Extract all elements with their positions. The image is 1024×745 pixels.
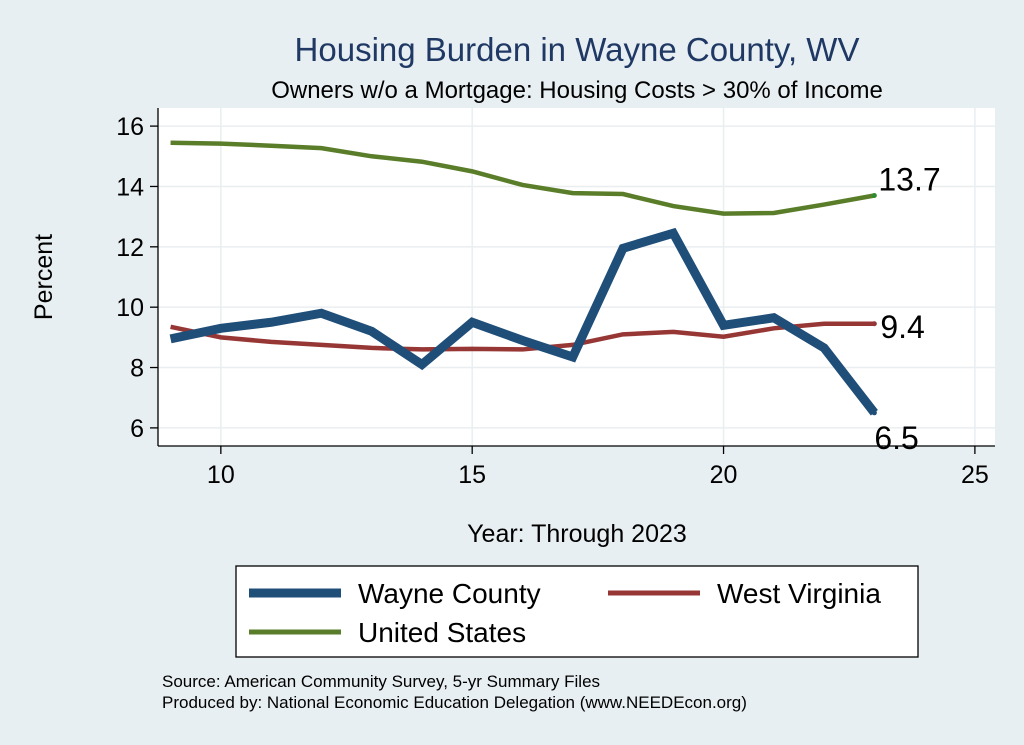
legend-label-wayne-county: Wayne County xyxy=(358,578,541,609)
series-lines xyxy=(169,140,878,416)
x-axis-title: Year: Through 2023 xyxy=(467,520,687,548)
grid-lines xyxy=(158,108,995,446)
series-line-united-states xyxy=(170,140,875,216)
produced-by-line: Produced by: National Economic Education… xyxy=(162,693,747,712)
y-tick-label: 14 xyxy=(116,173,144,201)
y-tick-label: 6 xyxy=(130,415,144,443)
y-tick-label: 10 xyxy=(116,294,144,322)
end-label-wayne-county: 6.5 xyxy=(874,420,918,456)
x-tick-label: 15 xyxy=(458,461,486,489)
series-line-wayne-county xyxy=(169,227,878,416)
plot-area xyxy=(158,108,995,446)
x-tick-label: 10 xyxy=(207,461,235,489)
axis-ticks: 6 8 10 12 14 16 10 15 20 25 xyxy=(116,113,989,489)
end-label-united-states: 13.7 xyxy=(878,162,940,198)
y-tick-label: 12 xyxy=(116,234,144,262)
chart-title: Housing Burden in Wayne County, WV xyxy=(295,31,860,68)
y-tick-label: 16 xyxy=(116,113,144,141)
chart-subtitle: Owners w/o a Mortgage: Housing Costs > 3… xyxy=(271,77,883,104)
legend-label-west-virginia: West Virginia xyxy=(717,578,881,609)
x-tick-label: 20 xyxy=(710,461,738,489)
legend-box xyxy=(235,565,919,658)
series-line-west-virginia xyxy=(170,321,875,352)
end-labels: 6.5 9.4 13.7 xyxy=(871,162,941,456)
end-marker-wayne-county xyxy=(871,410,877,416)
y-axis-title: Percent xyxy=(30,234,58,320)
end-marker-west-virginia xyxy=(871,321,877,327)
legend: Wayne County West Virginia United States xyxy=(235,565,919,658)
x-tick-label: 25 xyxy=(961,461,989,489)
source-line: Source: American Community Survey, 5-yr … xyxy=(162,672,600,691)
end-marker-united-states xyxy=(871,193,877,199)
y-tick-label: 8 xyxy=(130,355,144,383)
legend-label-united-states: United States xyxy=(358,617,526,648)
end-label-west-virginia: 9.4 xyxy=(880,309,924,345)
